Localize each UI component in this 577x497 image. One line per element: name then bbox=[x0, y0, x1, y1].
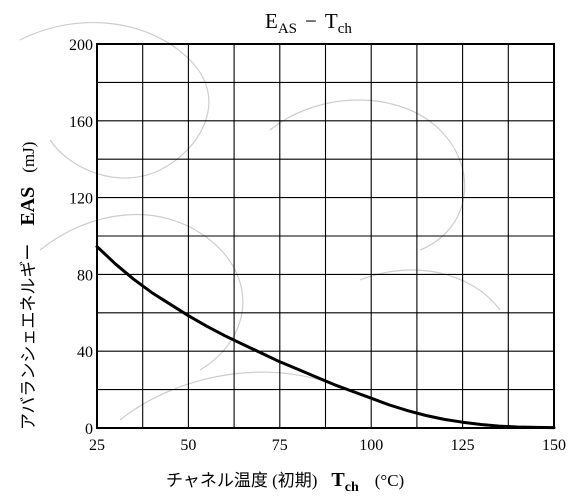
title-main-symbol: E bbox=[265, 9, 278, 33]
grid bbox=[97, 44, 554, 428]
y-tick-label: 80 bbox=[77, 267, 93, 284]
chart-title: EAS − Tch bbox=[265, 9, 352, 37]
plot-frame bbox=[96, 43, 555, 429]
y-tick-label: 40 bbox=[77, 344, 93, 361]
watermark bbox=[19, 22, 501, 421]
x-tick-label: 75 bbox=[272, 437, 288, 454]
y-tick-label: 160 bbox=[69, 114, 93, 131]
x-tick-label: 150 bbox=[542, 437, 566, 454]
y-axis-label-text: アバランシェエネルギー bbox=[19, 244, 38, 430]
title-var-symbol: T bbox=[325, 9, 338, 33]
x-axis-symbol: T bbox=[331, 469, 345, 491]
x-axis-label: チャネル温度 (初期) Tch (°C) bbox=[166, 469, 404, 495]
y-tick-label: 0 bbox=[85, 421, 93, 438]
series-group bbox=[95, 245, 556, 430]
y-axis-label: アバランシェエネルギー EAS (mJ) bbox=[17, 142, 39, 430]
eas-curve bbox=[95, 245, 556, 430]
x-tick-label: 125 bbox=[451, 437, 475, 454]
x-tick-label: 25 bbox=[89, 437, 105, 454]
x-axis-label-text: チャネル温度 (初期) bbox=[166, 471, 317, 490]
x-axis-symbol-subscript: ch bbox=[345, 480, 359, 495]
title-dash: − bbox=[305, 9, 317, 33]
y-axis-symbol: EAS bbox=[17, 187, 39, 226]
x-tick-label: 50 bbox=[180, 437, 196, 454]
y-tick-label: 120 bbox=[69, 191, 93, 208]
y-axis-unit: (mJ) bbox=[19, 142, 38, 173]
y-tick-label: 200 bbox=[69, 37, 93, 54]
title-var-subscript: ch bbox=[338, 21, 353, 37]
x-axis-unit: (°C) bbox=[375, 471, 404, 490]
x-tick-label: 100 bbox=[359, 437, 383, 454]
title-main-subscript: AS bbox=[278, 21, 297, 37]
x-tick-labels: 25 50 75 100 125 150 bbox=[89, 437, 566, 454]
y-tick-labels: 0 40 80 120 160 200 bbox=[69, 37, 93, 438]
